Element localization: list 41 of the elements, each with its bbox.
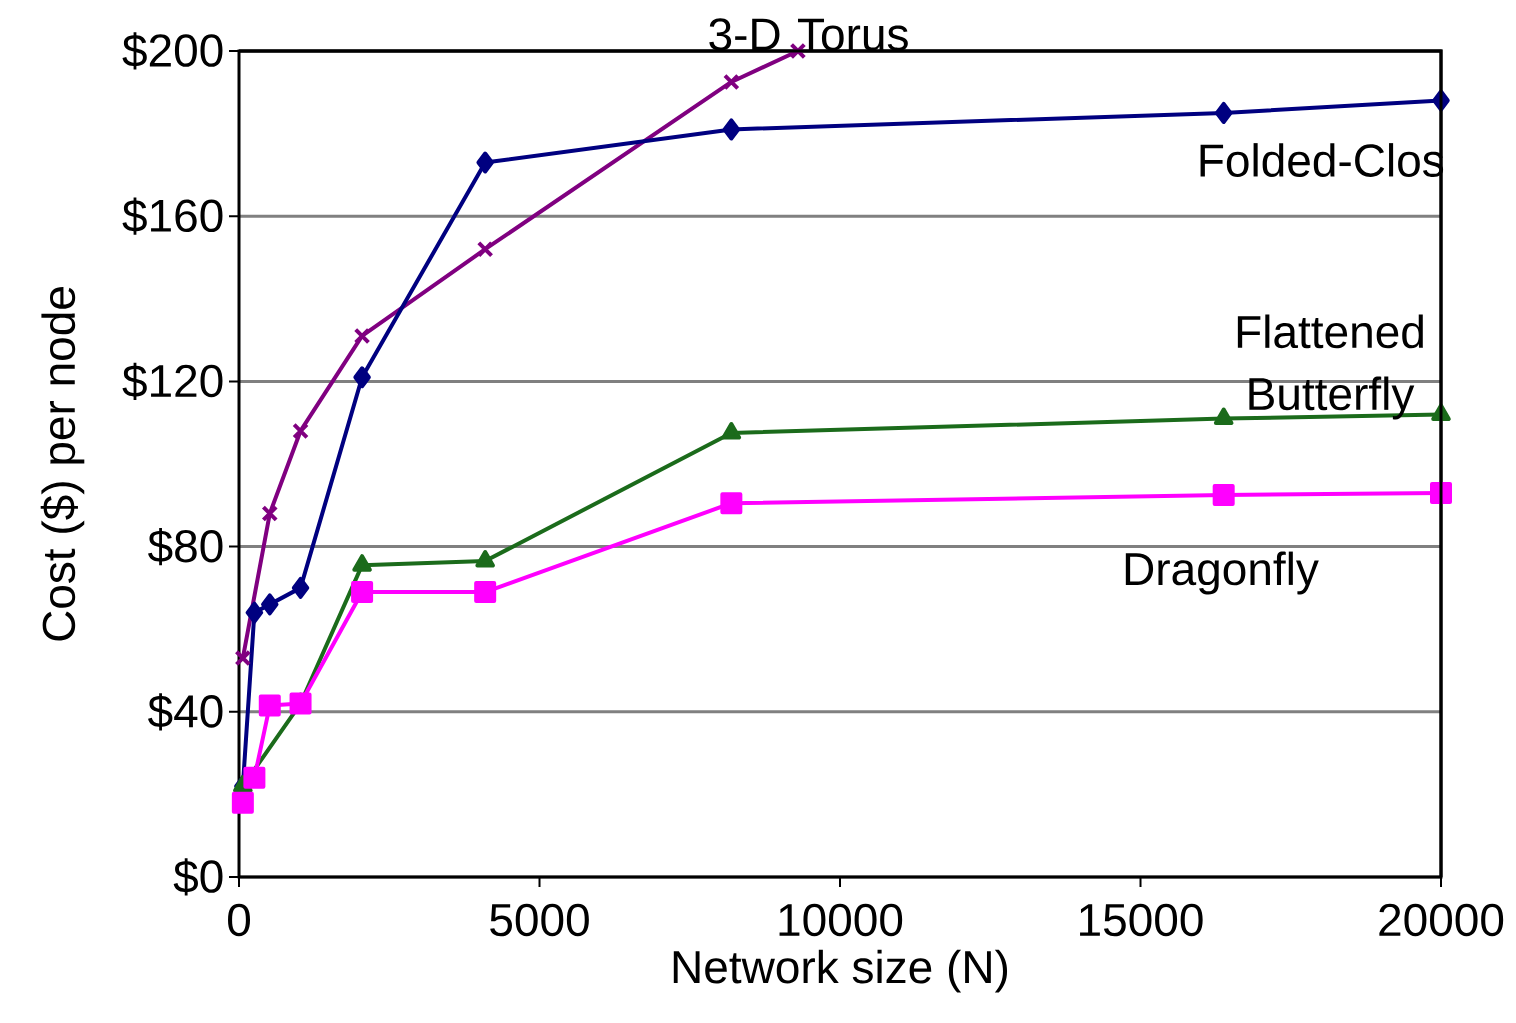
y-axis-title: Cost ($) per node [40,287,85,641]
point [261,505,279,522]
x-tick-label: 0 [228,903,251,937]
y-tick-label: $40 [148,693,223,731]
point [1214,101,1233,124]
y-tick-label: $200 [122,32,223,70]
y-tick-label: $120 [122,362,223,401]
point [292,422,309,440]
point [721,422,742,440]
point [243,766,266,789]
point [353,366,371,389]
point [476,151,494,174]
series-label: 3-D Torus [709,18,908,51]
point [476,240,494,258]
series-label: Dragonfly [1125,551,1319,595]
point [258,694,281,717]
y-tick-label: $0 [173,858,223,896]
x-tick-label: 10000 [779,903,903,937]
point [475,550,495,568]
point [474,581,497,604]
y-tick-label: $80 [148,527,223,566]
point [1212,483,1235,506]
point [291,576,310,599]
point [261,593,279,616]
point [352,554,372,572]
point [722,118,741,141]
point [722,73,740,91]
point [720,492,743,515]
series-label: Flattened Butterfly [1237,314,1423,420]
point [245,601,264,624]
point [231,791,254,814]
x-axis-title: Network size (N) [673,949,1008,993]
point [351,581,374,604]
point [234,649,252,667]
point [289,692,312,715]
point [1213,407,1234,426]
x-tick-label: 20000 [1379,903,1504,937]
point [353,327,371,345]
x-tick-label: 15000 [1080,903,1203,937]
y-tick-label: $160 [122,197,223,235]
x-tick-label: 5000 [490,903,589,937]
